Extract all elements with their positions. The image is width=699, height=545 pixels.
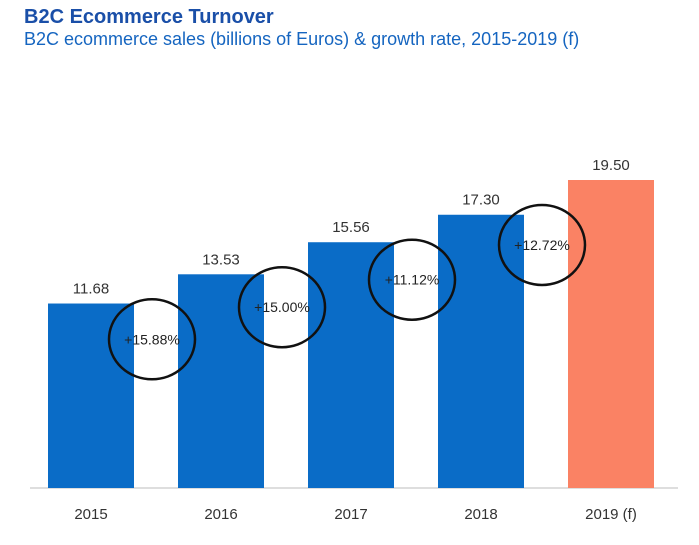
x-tick-label: 2015 (74, 506, 107, 523)
x-tick-label: 2016 (204, 506, 237, 523)
growth-rate-label: +12.72% (514, 237, 570, 253)
growth-rate-label: +15.00% (254, 299, 310, 315)
bar-2015 (48, 303, 134, 488)
value-label: 17.30 (462, 192, 500, 209)
growth-circle (107, 298, 197, 381)
x-tick-label: 2018 (464, 506, 497, 523)
bar-2018 (438, 214, 524, 488)
growth-circle (497, 203, 587, 287)
growth-rate-label: +11.12% (385, 272, 440, 288)
value-label: 15.56 (332, 219, 370, 236)
x-tick-label: 2017 (334, 506, 367, 523)
growth-circle (367, 238, 457, 321)
value-label: 13.53 (202, 251, 240, 268)
growth-rate-label: +15.88% (124, 331, 180, 347)
bar-2016 (178, 274, 264, 488)
x-tick-label: 2019 (f) (585, 506, 637, 523)
growth-circle (237, 265, 327, 349)
chart-title: B2C Ecommerce Turnover (24, 6, 274, 28)
value-label: 11.68 (73, 281, 109, 298)
value-label: 19.50 (592, 157, 630, 174)
bar-2017 (308, 242, 394, 488)
chart-subtitle: B2C ecommerce sales (billions of Euros) … (24, 29, 580, 49)
